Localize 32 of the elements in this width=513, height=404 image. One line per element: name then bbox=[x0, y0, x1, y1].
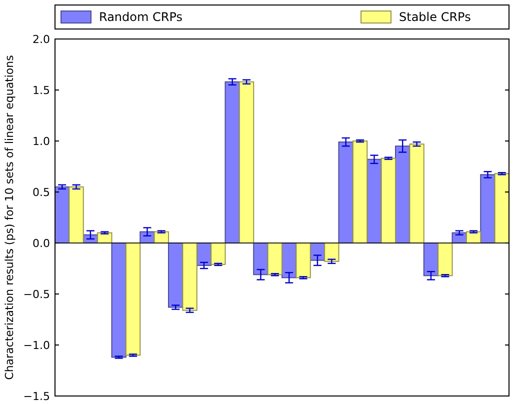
bar bbox=[438, 242, 453, 276]
y-tick-label: 0.0 bbox=[32, 236, 50, 250]
bar bbox=[352, 140, 368, 244]
bar bbox=[253, 242, 268, 276]
bar bbox=[238, 81, 254, 244]
bar bbox=[168, 242, 184, 308]
bar bbox=[380, 158, 396, 244]
bar bbox=[423, 242, 439, 276]
bar bbox=[338, 142, 354, 244]
bar bbox=[210, 242, 226, 265]
bar bbox=[111, 242, 126, 358]
bar bbox=[296, 242, 311, 278]
bar bbox=[267, 242, 282, 276]
bar bbox=[182, 242, 198, 311]
y-tick-label: −1.5 bbox=[23, 390, 50, 403]
y-tick-label: 1.5 bbox=[32, 84, 50, 97]
y-tick-label: 1.0 bbox=[32, 134, 50, 148]
legend-label: Random CRPs bbox=[99, 10, 182, 24]
y-tick-label: −1.0 bbox=[23, 338, 50, 352]
y-axis-title: Characterization results (ps) for 10 sets of linear equations bbox=[2, 54, 16, 380]
y-tick-label: −0.5 bbox=[23, 288, 50, 301]
bar bbox=[494, 173, 510, 244]
bar bbox=[409, 144, 424, 244]
bar bbox=[68, 186, 84, 244]
legend-label: Stable CRPs bbox=[399, 10, 471, 24]
y-tick-label: 0.5 bbox=[32, 186, 50, 199]
bar bbox=[324, 242, 340, 262]
bar bbox=[125, 242, 141, 356]
bar bbox=[224, 81, 240, 244]
bar bbox=[366, 158, 382, 244]
y-tick-label: 2.0 bbox=[32, 32, 50, 46]
bar bbox=[480, 174, 496, 244]
